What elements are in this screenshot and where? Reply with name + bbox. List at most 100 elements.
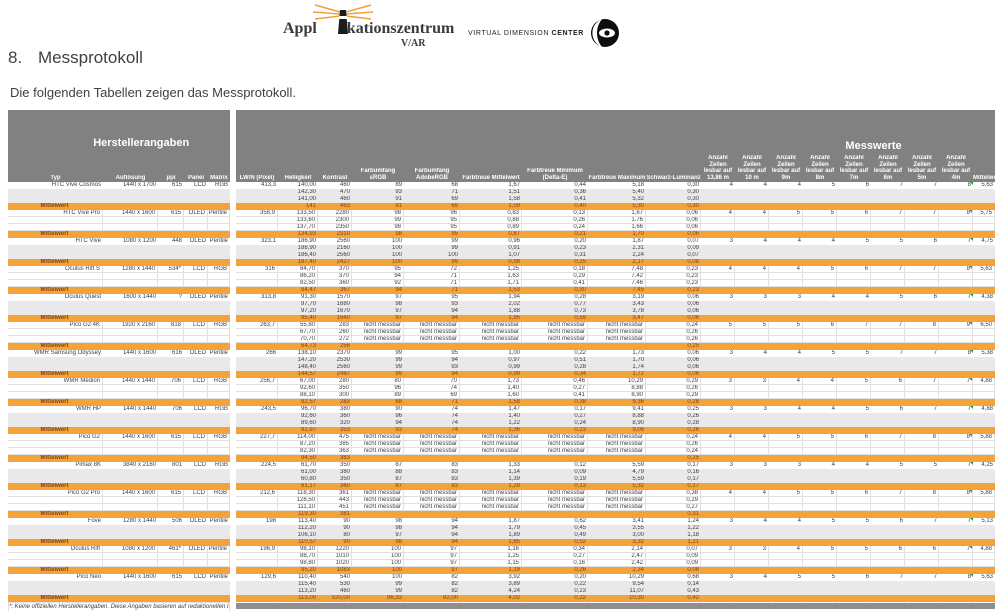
table-cell: 113,40: [298, 518, 316, 524]
table-cell: [837, 455, 871, 462]
table-cell: [973, 231, 995, 238]
table-cell: 99: [451, 245, 458, 251]
table-cell: nicht messbar: [460, 336, 522, 343]
table-cell: [735, 287, 769, 294]
device-row: Pico G2 1440 x 1600 615 LCD RGB: [8, 434, 230, 441]
table-cell: nicht messbar: [404, 336, 460, 343]
table-cell: [735, 224, 769, 231]
table-cell: 1,74: [632, 364, 644, 370]
table-cell: [905, 420, 939, 427]
table-cell: Pico G2: [8, 434, 103, 441]
table-cell: 460: [339, 182, 350, 188]
table-cell: 448: [171, 238, 182, 244]
table-cell: [939, 371, 973, 378]
table-cell: 316: [236, 266, 278, 273]
table-cell: [208, 329, 230, 336]
table-cell: [769, 539, 803, 546]
table-cell: [158, 343, 184, 350]
table-cell: 100: [391, 252, 402, 258]
table-cell: [208, 441, 230, 448]
table-cell: 5,32: [632, 196, 644, 202]
table-cell: 3: [735, 546, 769, 553]
table-cell: [184, 532, 208, 539]
table-cell: [837, 483, 871, 490]
table-cell: [939, 385, 973, 392]
table-cell: [871, 525, 905, 532]
table-cell: [871, 287, 905, 294]
table-cell: [973, 196, 995, 203]
table-cell: [184, 364, 208, 371]
table-cell: [701, 567, 735, 574]
table-cell: [208, 259, 230, 266]
measurement-row-cont: 141,00 460 91 69 1,58 0,41 5,32 0,30: [236, 196, 995, 203]
table-footnote: *: Keine offiziellen Herstellerangaben. …: [9, 604, 229, 610]
table-cell: nicht messbar: [460, 441, 522, 448]
table-cell: nicht messbar: [460, 329, 522, 336]
table-cell: 0,29: [522, 273, 588, 280]
table-cell: 94: [352, 273, 404, 280]
table-cell: 380: [339, 406, 350, 412]
measurement-row-cont: 87,20 385 nicht messbar nicht messbar nicht …: [236, 441, 995, 448]
messwerte-column-header: Farbtreue Minimum (Delta-E): [527, 168, 583, 181]
table-cell: 4: [763, 574, 767, 580]
table-cell: 98,10: [278, 546, 318, 553]
table-cell: [208, 504, 230, 511]
spacer-row: [8, 581, 230, 588]
table-cell: 0,30: [687, 189, 699, 195]
table-cell: nicht messbar: [588, 490, 646, 497]
spacer-row: [8, 553, 230, 560]
measurement-row-cont: 113,20 460 99 82 4,24 0,23 11,07 0,43: [236, 588, 995, 595]
table-cell: [939, 329, 973, 336]
table-cell: Pentile: [209, 574, 228, 580]
table-cell: [973, 343, 995, 350]
table-cell: 97: [395, 308, 402, 314]
table-cell: [769, 259, 803, 266]
table-cell: 5: [803, 546, 837, 553]
table-cell: [184, 448, 208, 455]
table-cell: 111,10: [278, 504, 318, 511]
table-cell: [939, 315, 973, 322]
table-cell: 91: [395, 196, 402, 202]
table-cell: 0,06: [687, 294, 699, 300]
table-cell: 2310: [336, 231, 350, 237]
table-cell: 1,63: [460, 273, 522, 280]
table-cell: [939, 301, 973, 308]
table-cell: 7: [939, 518, 973, 525]
table-cell: 0,07: [646, 546, 701, 553]
table-cell: [8, 364, 103, 371]
table-cell: 3: [729, 294, 733, 300]
table-cell: [837, 231, 871, 238]
measurement-row-cont: 142,30 470 93 71 1,51 0,36 5,40 0,30: [236, 189, 995, 196]
table-cell: 5: [769, 322, 803, 329]
table-cell: 6: [871, 546, 905, 553]
table-cell: 5,75: [973, 210, 995, 217]
table-cell: 93: [395, 427, 402, 433]
table-cell: 115,40: [298, 581, 316, 587]
table-cell: [837, 259, 871, 266]
table-cell: 74: [451, 406, 458, 412]
table-cell: [158, 588, 184, 595]
table-cell: [769, 224, 803, 231]
table-cell: [8, 273, 103, 280]
table-cell: 100: [352, 553, 404, 560]
table-cell: [208, 553, 230, 560]
table-cell: 0,22: [574, 350, 586, 356]
table-cell: 4: [735, 210, 769, 217]
table-cell: [701, 532, 735, 539]
table-cell: [939, 497, 973, 504]
table-cell: [701, 231, 735, 238]
table-cell: [837, 567, 871, 574]
table-cell: [8, 581, 103, 588]
table-cell: 1,60: [460, 392, 522, 399]
table-cell: 1440 x 1600: [103, 490, 158, 497]
table-cell: [871, 511, 905, 518]
table-cell: [871, 336, 905, 343]
table-cell: 5,88: [973, 434, 995, 441]
table-cell: 94: [451, 308, 458, 314]
mittelwert-row: 61,17 360 87 83 1,29 0,13 5,32 0,17: [236, 483, 995, 490]
table-cell: 6: [933, 294, 937, 300]
table-cell: [905, 553, 939, 560]
table-cell: [208, 287, 230, 294]
table-cell: 82,00: [442, 595, 458, 601]
table-cell: [236, 343, 278, 350]
